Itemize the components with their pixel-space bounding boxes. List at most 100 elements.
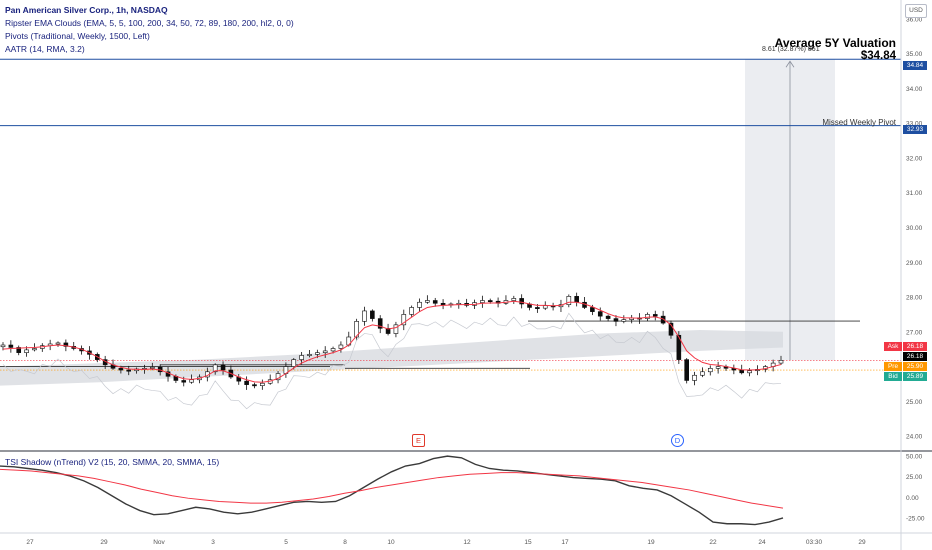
- candle-body: [605, 315, 611, 319]
- price-tick-label: 32.00: [906, 155, 923, 162]
- candle-body: [652, 314, 658, 317]
- candle-body: [385, 328, 391, 334]
- candle-body: [535, 307, 540, 309]
- legend-ema-clouds[interactable]: Ripster EMA Clouds (EMA, 5, 5, 100, 200,…: [5, 18, 294, 28]
- candle-body: [621, 319, 627, 322]
- candle-body: [645, 314, 650, 319]
- time-tick-label: 29: [100, 539, 108, 546]
- time-tick-label: 27: [26, 539, 34, 546]
- valuation-annotation: Average 5Y Valuation $34.84: [775, 36, 896, 63]
- candles[interactable]: [0, 292, 784, 390]
- last-price-label: 26.18: [903, 352, 927, 361]
- time-tick-label: 03:30: [806, 539, 823, 546]
- candle-body: [299, 355, 304, 360]
- price-tick-label: 31.00: [906, 190, 923, 197]
- earnings-event-icon[interactable]: E: [412, 434, 425, 447]
- ema-cloud-band: [0, 330, 783, 386]
- time-tick-label: 3: [211, 539, 215, 546]
- valuation-title: Average 5Y Valuation: [774, 36, 896, 50]
- candle-body: [150, 366, 155, 369]
- candle-body: [511, 298, 517, 301]
- candle-body: [440, 302, 446, 305]
- candle-body: [747, 370, 752, 374]
- ema-cloud: [0, 330, 783, 386]
- candle-body: [291, 359, 297, 367]
- candle-body: [118, 368, 124, 371]
- price-tick-label: 27.00: [906, 329, 923, 336]
- measure-zone: [745, 59, 835, 361]
- candle-body: [417, 301, 422, 308]
- price-tick-label: 36.00: [906, 16, 923, 23]
- candle-body: [778, 360, 784, 364]
- price-tick-label: 24.00: [906, 434, 923, 441]
- price-tick-label: 33.00: [906, 121, 923, 128]
- ask-price-label: 26.18: [903, 342, 927, 351]
- candle-body: [252, 384, 257, 387]
- candle-body: [432, 300, 438, 304]
- legend-pivots[interactable]: Pivots (Traditional, Weekly, 1500, Left): [5, 31, 150, 41]
- price-tick-label: 28.00: [906, 295, 923, 302]
- candle-body: [590, 307, 595, 312]
- time-tick-label: 29: [858, 539, 866, 546]
- candle-body: [425, 300, 430, 303]
- tsi-tick-label: 50.00: [906, 454, 923, 461]
- candle-body: [260, 382, 265, 386]
- candle-body: [409, 307, 414, 315]
- pre-price-label: 25.90: [903, 362, 927, 371]
- time-tick-label: 12: [463, 539, 471, 546]
- aatr-line: [2, 312, 782, 410]
- tsi-line: [0, 455, 784, 526]
- tsi-legend[interactable]: TSI Shadow (nTrend) V2 (15, 20, SMMA, 20…: [5, 457, 220, 467]
- tsi-tick-label: 25.00: [906, 474, 923, 481]
- candle-body: [700, 371, 705, 376]
- tsi-tick-label: -25.00: [906, 515, 925, 522]
- candle-body: [362, 310, 367, 322]
- bid-price-label: 25.89: [903, 372, 927, 381]
- candle-body: [212, 364, 218, 373]
- time-tick-label: 24: [758, 539, 766, 546]
- legend-symbol[interactable]: Pan American Silver Corp., 1h, NASDAQ: [5, 5, 168, 15]
- candle-body: [24, 349, 29, 353]
- candle-body: [480, 300, 485, 303]
- legend-aatr[interactable]: AATR (14, RMA, 3.2): [5, 44, 85, 54]
- price-tick-label: 34.00: [906, 86, 923, 93]
- candle-body: [542, 305, 548, 309]
- missed-pivot-label: Missed Weekly Pivot: [822, 118, 896, 127]
- candle-body: [322, 350, 328, 353]
- tsi-signal-line: [0, 468, 784, 509]
- time-tick-label: 19: [647, 539, 655, 546]
- price-tick-label: 30.00: [906, 225, 923, 232]
- candle-body: [63, 342, 69, 347]
- tsi-tick-label: 0.00: [906, 495, 919, 502]
- candle-body: [566, 296, 572, 305]
- pre-tag: Pre: [884, 362, 902, 371]
- candle-body: [597, 311, 603, 317]
- valuation-price-label: 34.84: [903, 61, 927, 70]
- candle-body: [244, 380, 249, 385]
- candle-body: [126, 369, 132, 372]
- candle-body: [32, 348, 37, 351]
- candle-body: [330, 348, 336, 352]
- candle-body: [613, 318, 619, 322]
- time-tick-label: 5: [284, 539, 288, 546]
- candle-body: [338, 344, 344, 349]
- candle-body: [377, 318, 383, 329]
- dividend-event-icon[interactable]: D: [671, 434, 684, 447]
- candle-body: [668, 322, 674, 336]
- candle-body: [707, 368, 713, 373]
- candle-body: [354, 321, 359, 338]
- pivot-price-label: 32.93: [903, 125, 927, 134]
- candle-body: [519, 298, 524, 305]
- candle-body: [676, 334, 682, 360]
- time-tick-label: Nov: [153, 539, 165, 546]
- candle-body: [370, 310, 375, 319]
- time-tick-label: 17: [561, 539, 569, 546]
- price-tick-label: 29.00: [906, 260, 923, 267]
- candle-body: [307, 354, 312, 356]
- candle-body: [684, 359, 689, 381]
- currency-button[interactable]: USD: [905, 4, 927, 18]
- time-tick-label: 22: [709, 539, 717, 546]
- candle-body: [8, 344, 14, 348]
- time-tick-label: 8: [343, 539, 347, 546]
